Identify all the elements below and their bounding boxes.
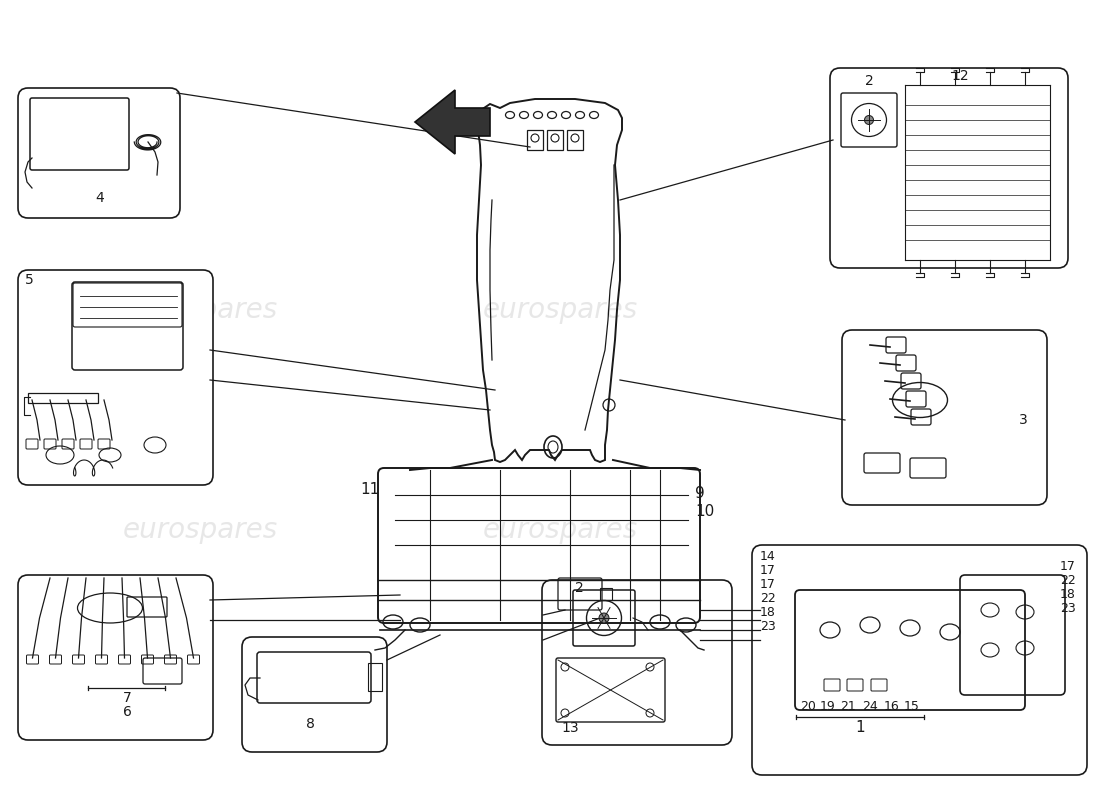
FancyBboxPatch shape — [18, 575, 213, 740]
FancyBboxPatch shape — [242, 637, 387, 752]
Text: 22: 22 — [1060, 574, 1076, 587]
Text: 14: 14 — [760, 550, 775, 563]
Text: 17: 17 — [1060, 560, 1076, 573]
Text: 24: 24 — [862, 700, 878, 713]
Bar — [547, 130, 563, 150]
Text: 2: 2 — [865, 74, 873, 88]
FancyBboxPatch shape — [542, 580, 732, 745]
Text: eurospares: eurospares — [483, 296, 638, 324]
Polygon shape — [415, 90, 490, 154]
Text: 9: 9 — [695, 486, 705, 501]
Text: 6: 6 — [122, 705, 131, 719]
FancyBboxPatch shape — [18, 270, 213, 485]
Bar — [368, 663, 382, 691]
FancyBboxPatch shape — [18, 88, 180, 218]
Text: 18: 18 — [760, 606, 775, 619]
Text: 23: 23 — [1060, 602, 1076, 615]
Text: 10: 10 — [695, 503, 714, 518]
Text: eurospares: eurospares — [483, 516, 638, 544]
Text: 13: 13 — [561, 721, 579, 735]
Text: 5: 5 — [25, 273, 34, 287]
Text: 12: 12 — [952, 69, 969, 83]
FancyBboxPatch shape — [752, 545, 1087, 775]
Text: 7: 7 — [122, 691, 131, 705]
Text: eurospares: eurospares — [122, 516, 277, 544]
Text: 23: 23 — [760, 620, 775, 633]
Ellipse shape — [600, 613, 609, 623]
Text: 3: 3 — [1020, 413, 1028, 427]
Bar — [566, 130, 583, 150]
Bar — [600, 588, 612, 600]
Text: 21: 21 — [840, 700, 856, 713]
Text: 22: 22 — [760, 592, 775, 605]
Text: 19: 19 — [821, 700, 836, 713]
Text: 2: 2 — [575, 581, 584, 595]
Text: 11: 11 — [361, 482, 379, 498]
Text: 18: 18 — [1060, 588, 1076, 601]
Text: 17: 17 — [760, 578, 775, 591]
FancyBboxPatch shape — [830, 68, 1068, 268]
FancyBboxPatch shape — [842, 330, 1047, 505]
Text: 1: 1 — [855, 719, 865, 734]
Text: 8: 8 — [306, 717, 315, 731]
Text: 17: 17 — [760, 564, 775, 577]
Ellipse shape — [865, 115, 873, 125]
Text: 15: 15 — [904, 700, 920, 713]
Text: eurospares: eurospares — [122, 296, 277, 324]
Text: 16: 16 — [884, 700, 900, 713]
Bar — [527, 130, 543, 150]
Text: 20: 20 — [800, 700, 816, 713]
Bar — [28, 393, 98, 403]
Text: 4: 4 — [96, 191, 104, 205]
